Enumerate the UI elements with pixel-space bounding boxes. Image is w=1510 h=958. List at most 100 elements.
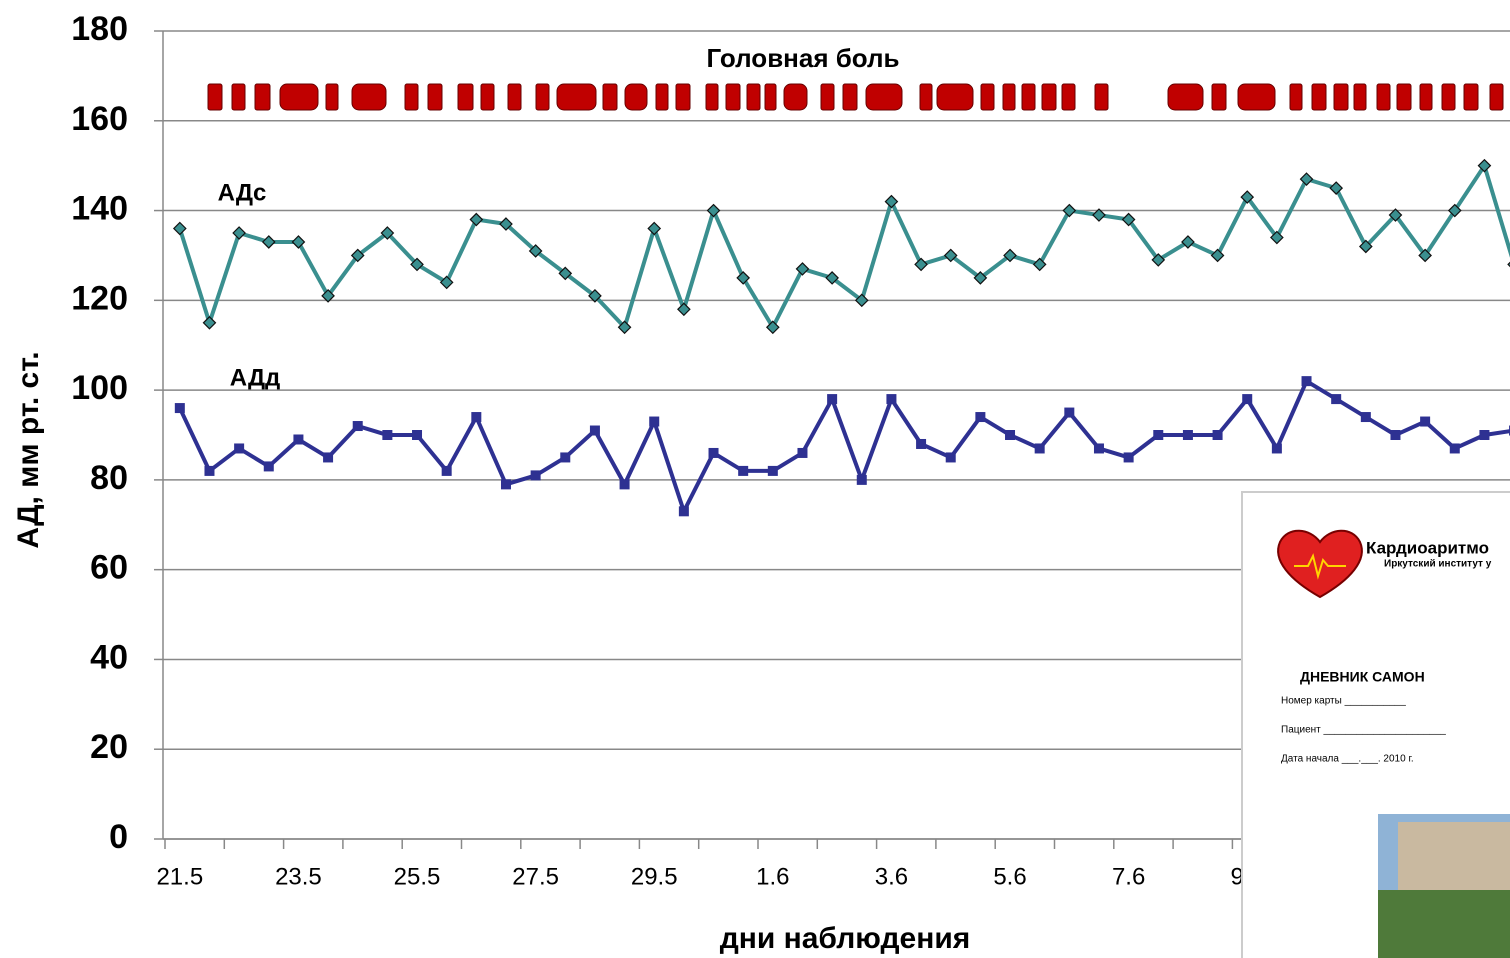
x-tick-label: 25.5 bbox=[394, 863, 441, 890]
inset-title: Кардиоаритмо bbox=[1366, 538, 1489, 557]
headache-marker bbox=[1397, 84, 1411, 110]
headache-marker bbox=[843, 84, 857, 110]
headache-marker bbox=[1334, 84, 1348, 110]
headache-marker bbox=[481, 84, 494, 110]
headache-marker bbox=[1420, 84, 1432, 110]
headache-marker bbox=[1212, 84, 1226, 110]
point bbox=[1213, 430, 1223, 440]
point bbox=[1390, 430, 1400, 440]
x-tick-label: 5.6 bbox=[993, 863, 1026, 890]
headache-marker bbox=[1377, 84, 1390, 110]
point bbox=[1331, 394, 1341, 404]
point bbox=[886, 394, 896, 404]
point bbox=[1420, 417, 1430, 427]
point bbox=[1302, 376, 1312, 386]
headache-marker bbox=[232, 84, 245, 110]
point bbox=[442, 466, 452, 476]
x-tick-label: 27.5 bbox=[512, 863, 559, 890]
headache-marker bbox=[1312, 84, 1326, 110]
headache-marker bbox=[603, 84, 617, 110]
headache-marker bbox=[1022, 84, 1035, 110]
point bbox=[412, 430, 422, 440]
headache-marker bbox=[1238, 84, 1275, 110]
point bbox=[560, 452, 570, 462]
point bbox=[1479, 430, 1489, 440]
point bbox=[768, 466, 778, 476]
inset-field: Дата начала ___.___. 2010 г. bbox=[1281, 754, 1414, 765]
headache-marker bbox=[508, 84, 521, 110]
y-tick-label: 0 bbox=[109, 818, 128, 856]
point bbox=[353, 421, 363, 431]
point bbox=[1272, 443, 1282, 453]
point bbox=[1124, 452, 1134, 462]
headache-marker bbox=[920, 84, 932, 110]
headache-marker bbox=[656, 84, 668, 110]
point bbox=[323, 452, 333, 462]
x-tick-label: 7.6 bbox=[1112, 863, 1145, 890]
point bbox=[1064, 408, 1074, 418]
point bbox=[827, 394, 837, 404]
point bbox=[1153, 430, 1163, 440]
point bbox=[915, 258, 927, 270]
headache-marker bbox=[1290, 84, 1302, 110]
inset-photo-trees bbox=[1378, 890, 1510, 958]
headache-marker bbox=[536, 84, 549, 110]
y-tick-label: 80 bbox=[90, 459, 128, 497]
x-tick-label: 29.5 bbox=[631, 863, 678, 890]
point bbox=[1183, 430, 1193, 440]
headache-marker bbox=[866, 84, 902, 110]
headache-marker bbox=[625, 84, 647, 110]
y-tick-label: 60 bbox=[90, 549, 128, 587]
headache-marker bbox=[1490, 84, 1503, 110]
headache-marker bbox=[765, 84, 776, 110]
point bbox=[620, 479, 630, 489]
point bbox=[946, 452, 956, 462]
point bbox=[1242, 394, 1252, 404]
headache-marker bbox=[726, 84, 740, 110]
headache-marker bbox=[1003, 84, 1015, 110]
headache-marker bbox=[821, 84, 834, 110]
point bbox=[263, 236, 275, 248]
x-tick-label: 23.5 bbox=[275, 863, 322, 890]
point bbox=[709, 448, 719, 458]
point bbox=[175, 403, 185, 413]
y-tick-label: 20 bbox=[90, 728, 128, 766]
point bbox=[590, 426, 600, 436]
point bbox=[264, 461, 274, 471]
headache-marker bbox=[1042, 84, 1056, 110]
y-tick-label: 100 bbox=[71, 369, 128, 407]
point bbox=[293, 434, 303, 444]
point bbox=[738, 466, 748, 476]
point bbox=[708, 205, 720, 217]
point bbox=[649, 417, 659, 427]
headache-marker bbox=[326, 84, 338, 110]
series-line bbox=[180, 166, 1510, 328]
headache-marker bbox=[1464, 84, 1478, 110]
y-tick-label: 140 bbox=[71, 190, 128, 228]
point bbox=[678, 303, 690, 315]
point bbox=[204, 466, 214, 476]
headache-marker bbox=[747, 84, 760, 110]
point bbox=[916, 439, 926, 449]
inset-heading: ДНЕВНИК САМОН bbox=[1300, 669, 1425, 685]
point bbox=[501, 479, 511, 489]
chart: Головная боль АДс АДд АД, мм рт. ст. дни… bbox=[0, 0, 1510, 958]
point bbox=[1035, 443, 1045, 453]
point bbox=[1450, 443, 1460, 453]
headache-marker bbox=[405, 84, 418, 110]
point bbox=[857, 475, 867, 485]
y-tick-label: 120 bbox=[71, 279, 128, 317]
point bbox=[885, 196, 897, 208]
headache-marker bbox=[706, 84, 718, 110]
headache-marker bbox=[1354, 84, 1366, 110]
point bbox=[1005, 430, 1015, 440]
point bbox=[531, 470, 541, 480]
headache-marker bbox=[1062, 84, 1075, 110]
point bbox=[679, 506, 689, 516]
inset-field: Номер карты ___________ bbox=[1281, 696, 1406, 707]
headache-marker bbox=[937, 84, 973, 110]
headache-marker bbox=[1095, 84, 1108, 110]
headache-marker bbox=[981, 84, 994, 110]
annotation: Головная боль bbox=[706, 43, 899, 73]
headache-marker bbox=[352, 84, 386, 110]
